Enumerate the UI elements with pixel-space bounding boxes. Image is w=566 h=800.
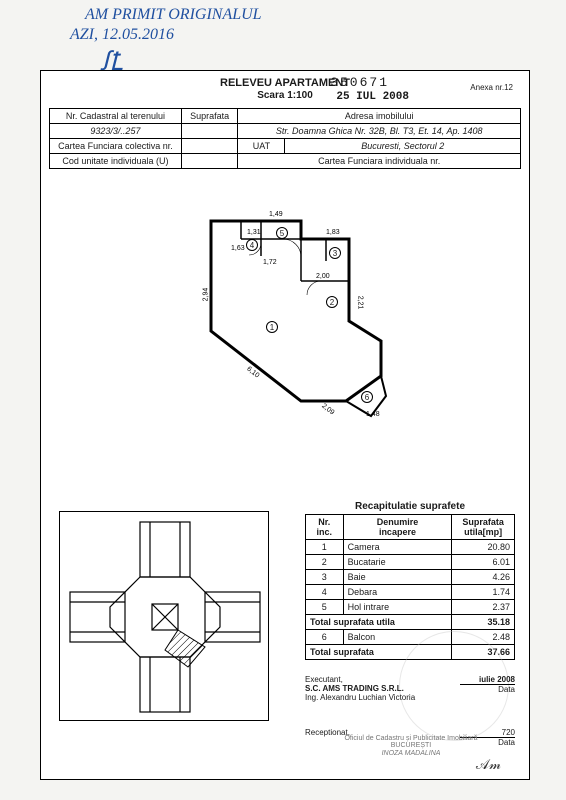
info-empty2 [181, 154, 238, 169]
recap-table: Recapitulatie suprafete Nr. inc. Denumir… [305, 501, 515, 660]
info-uat: UAT [238, 139, 285, 154]
r1name: Camera [343, 540, 452, 555]
r3n: 3 [306, 570, 344, 585]
r1area: 20.80 [452, 540, 515, 555]
room-marker-3: 3 [329, 247, 341, 259]
dim-top2: 1,83 [326, 229, 340, 236]
recap-h3: Suprafata utila[mp] [452, 515, 515, 540]
info-h3: Adresa imobilului [238, 109, 521, 124]
r1n: 1 [306, 540, 344, 555]
info-empty1 [181, 139, 238, 154]
r4area: 1.74 [452, 585, 515, 600]
dim-right: 2,21 [356, 296, 363, 310]
r2n: 2 [306, 555, 344, 570]
info-suprafata [181, 124, 238, 139]
r4n: 4 [306, 585, 344, 600]
dim-small2: 1,72 [263, 259, 277, 266]
title-block: RELEVEU APARTAMENT Scara 1:100 [41, 71, 529, 102]
info-cod-unitate: Cod unitate individuala (U) [50, 154, 182, 169]
building-site-plan [59, 511, 269, 721]
info-sector: Bucuresti, Sectorul 2 [285, 139, 521, 154]
doc-title: RELEVEU APARTAMENT [41, 77, 529, 90]
bs3: INOZA MADALINA [311, 750, 511, 758]
floorplan-svg [171, 201, 431, 431]
dim-small3: 1,31 [247, 229, 261, 236]
room-marker-2: 2 [326, 296, 338, 308]
dim-top-right: 2,00 [316, 273, 330, 280]
doc-scale: Scara 1:100 [41, 90, 529, 102]
bottom-signature-scribble: 𝒜𝓂 [311, 758, 501, 773]
room-marker-1: 1 [266, 321, 278, 333]
bs2: BUCUREȘTI [311, 742, 511, 750]
dim-left: 2,94 [202, 288, 209, 302]
r6n: 6 [306, 630, 344, 645]
site-plan-svg [60, 512, 270, 722]
info-address: Str. Doamna Ghica Nr. 32B, Bl. T3, Et. 1… [238, 124, 521, 139]
info-h2: Suprafata [181, 109, 238, 124]
r3name: Baie [343, 570, 452, 585]
room-marker-6: 6 [361, 391, 373, 403]
date-stamp: 25 IUL 2008 [336, 91, 409, 103]
room-marker-4: 4 [246, 239, 258, 251]
bottom-office-stamp: Oficiul de Cadastru și Publicitate Imobi… [311, 735, 511, 773]
info-cf-colectiva: Cartea Funciara colectiva nr. [50, 139, 182, 154]
executant-date: iulie 2008 [460, 675, 515, 685]
r2area: 6.01 [452, 555, 515, 570]
recap-subtotal-value: 35.18 [452, 615, 515, 630]
recap-caption: Recapitulatie suprafete [305, 501, 515, 514]
handwritten-note-line1: AM PRIMIT ORIGINALUL [85, 6, 262, 24]
annex-label: Anexa nr.12 [470, 83, 513, 92]
r4name: Debara [343, 585, 452, 600]
executant-sub: Ing. Alexandru Luchian Victoria [305, 693, 415, 702]
r5area: 2.37 [452, 600, 515, 615]
bs1: Oficiul de Cadastru și Publicitate Imobi… [311, 735, 511, 743]
r3area: 4.26 [452, 570, 515, 585]
reference-number: 350671 [330, 75, 389, 90]
r5name: Hol intrare [343, 600, 452, 615]
room-marker-5: 5 [276, 227, 288, 239]
executant-label: Executant, [305, 675, 415, 684]
dim-top1: 1,49 [269, 211, 283, 218]
info-cf-individuala: Cartea Funciara individuala nr. [238, 154, 521, 169]
dim-balcony: 1,48 [366, 411, 380, 418]
document-frame: 350671 25 IUL 2008 Anexa nr.12 RELEVEU A… [40, 70, 530, 780]
info-table: Nr. Cadastral al terenului Suprafata Adr… [49, 108, 521, 169]
data-label-1: Data [460, 685, 515, 694]
r2name: Bucatarie [343, 555, 452, 570]
info-h1: Nr. Cadastral al terenului [50, 109, 182, 124]
apartment-floorplan: 1 2 3 4 5 6 2,94 2,00 2,21 6,10 2,09 1,4… [171, 201, 431, 431]
recap-h2: Denumire incapere [343, 515, 452, 540]
recap-h1: Nr. inc. [306, 515, 344, 540]
info-cadastral: 9323/3/..257 [50, 124, 182, 139]
dim-small1: 1,63 [231, 245, 245, 252]
executant-name: S.C. AMS TRADING S.R.L. [305, 684, 415, 693]
recap-subtotal-label: Total suprafata utila [306, 615, 452, 630]
r5n: 5 [306, 600, 344, 615]
